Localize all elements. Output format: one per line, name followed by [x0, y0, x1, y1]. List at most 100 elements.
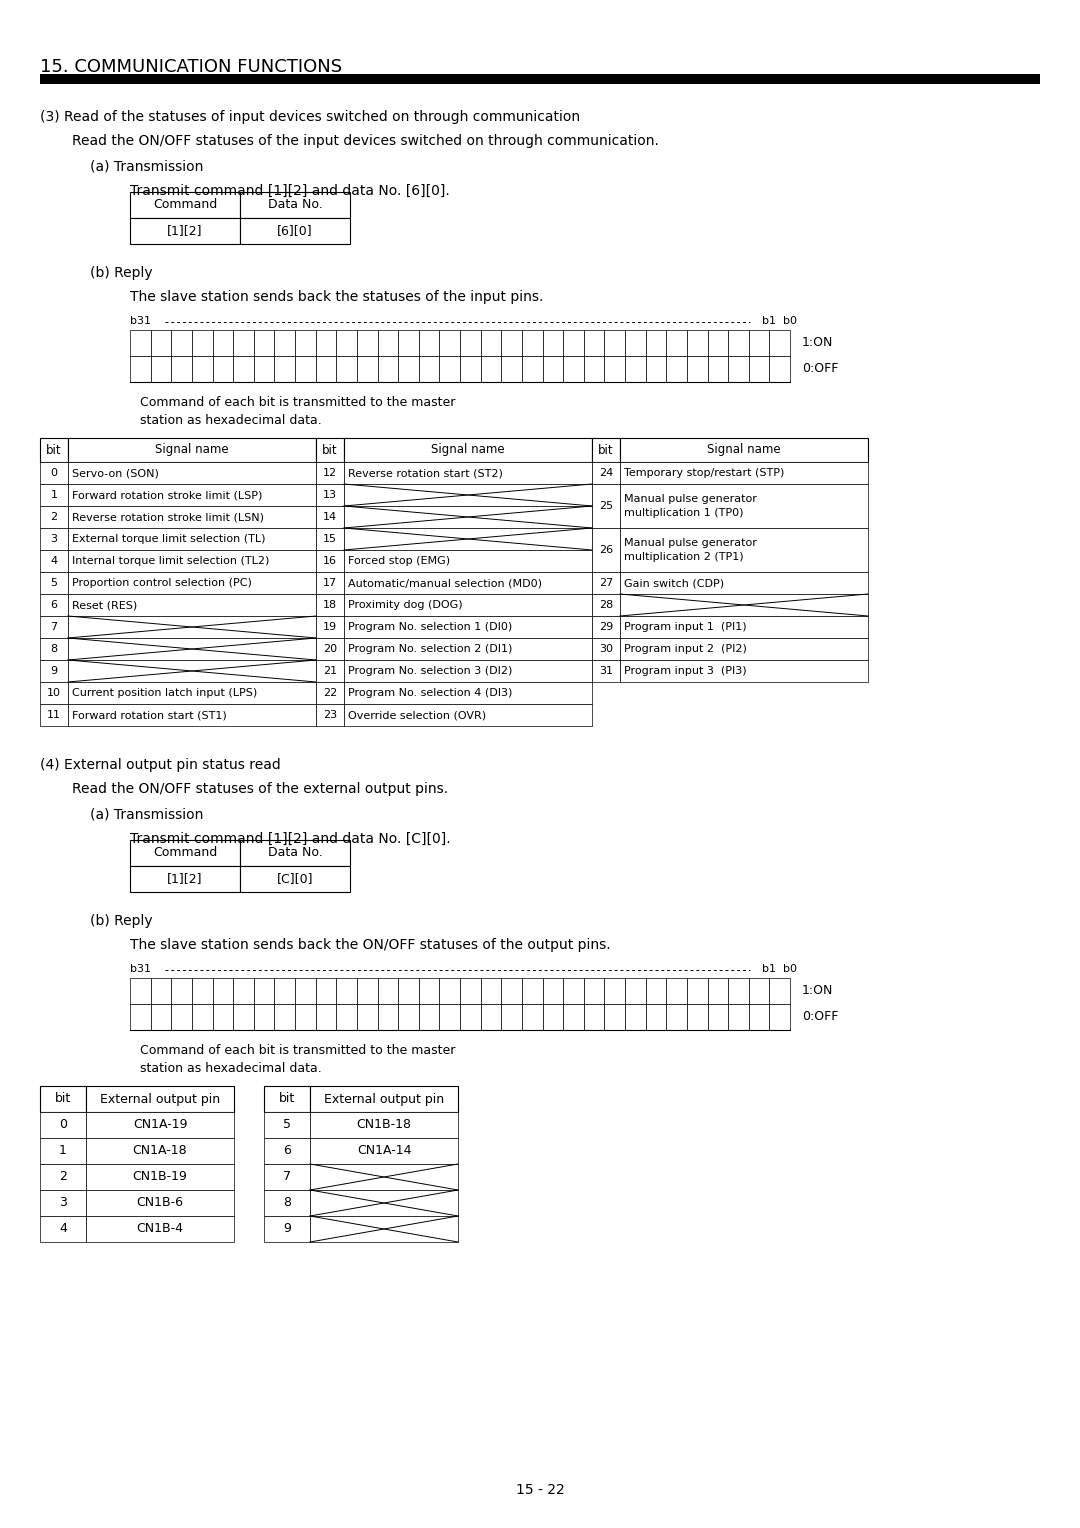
Bar [264, 1138, 310, 1164]
Bar [399, 978, 419, 1004]
Text: 11: 11 [48, 711, 60, 720]
Bar [316, 639, 345, 660]
Bar [68, 506, 316, 529]
Text: Servo-on (SON): Servo-on (SON) [72, 468, 159, 478]
Text: Signal name: Signal name [707, 443, 781, 457]
Text: Proportion control selection (PC): Proportion control selection (PC) [72, 578, 252, 588]
Bar [378, 330, 399, 356]
Text: 8: 8 [283, 1196, 291, 1210]
Text: Forward rotation start (ST1): Forward rotation start (ST1) [72, 711, 227, 720]
Bar [40, 1086, 86, 1112]
Bar [620, 616, 868, 639]
Text: CN1B-19: CN1B-19 [133, 1170, 188, 1184]
Text: bit: bit [55, 1093, 71, 1105]
Bar [336, 356, 356, 382]
Bar [86, 1164, 234, 1190]
Bar [213, 1004, 233, 1030]
Bar [646, 330, 666, 356]
Bar [40, 1216, 86, 1242]
Bar [460, 356, 481, 382]
Bar [315, 356, 336, 382]
Text: The slave station sends back the statuses of the input pins.: The slave station sends back the statuse… [130, 290, 543, 304]
Bar [563, 1004, 584, 1030]
Bar [501, 330, 522, 356]
Bar [620, 461, 868, 484]
Bar [40, 639, 68, 660]
Text: 1:ON: 1:ON [802, 984, 834, 996]
Text: 1: 1 [51, 490, 57, 500]
Bar [687, 356, 707, 382]
Bar [563, 978, 584, 1004]
Bar [419, 356, 440, 382]
Text: 29: 29 [599, 622, 613, 633]
Text: [1][2]: [1][2] [167, 225, 203, 237]
Bar [666, 978, 687, 1004]
Text: 12: 12 [323, 468, 337, 478]
Text: 28: 28 [599, 601, 613, 610]
Bar [378, 978, 399, 1004]
Bar [666, 356, 687, 382]
Bar [542, 330, 563, 356]
Bar [687, 330, 707, 356]
Text: Forward rotation stroke limit (LSP): Forward rotation stroke limit (LSP) [72, 490, 262, 500]
Bar [646, 1004, 666, 1030]
Text: Current position latch input (LPS): Current position latch input (LPS) [72, 688, 257, 698]
Bar [240, 193, 350, 219]
Bar [40, 571, 68, 594]
Bar [728, 356, 748, 382]
Text: 30: 30 [599, 643, 613, 654]
Bar [620, 594, 868, 616]
Text: bit: bit [322, 443, 338, 457]
Text: 4: 4 [51, 556, 57, 565]
Bar [592, 529, 620, 571]
Bar [233, 356, 254, 382]
Text: (b) Reply: (b) Reply [90, 266, 152, 280]
Bar [592, 660, 620, 681]
Bar [150, 330, 172, 356]
Text: 15 - 22: 15 - 22 [515, 1484, 565, 1497]
Bar [315, 978, 336, 1004]
Bar [240, 866, 350, 892]
Bar [748, 978, 769, 1004]
Text: Automatic/manual selection (MD0): Automatic/manual selection (MD0) [348, 578, 542, 588]
Bar [316, 506, 345, 529]
Text: Data No.: Data No. [268, 847, 322, 859]
Bar [68, 704, 316, 726]
Bar [378, 1004, 399, 1030]
Bar [40, 681, 68, 704]
Bar [356, 1004, 378, 1030]
Bar [481, 978, 501, 1004]
Bar [40, 1190, 86, 1216]
Text: Read the ON/OFF statuses of the external output pins.: Read the ON/OFF statuses of the external… [72, 782, 448, 796]
Bar [769, 330, 789, 356]
Bar [481, 356, 501, 382]
Text: Reverse rotation start (ST2): Reverse rotation start (ST2) [348, 468, 503, 478]
Bar [86, 1112, 234, 1138]
Bar [172, 1004, 192, 1030]
Text: CN1B-6: CN1B-6 [136, 1196, 184, 1210]
Bar [86, 1216, 234, 1242]
Bar [40, 1138, 86, 1164]
Text: 17: 17 [323, 578, 337, 588]
Text: Forced stop (EMG): Forced stop (EMG) [348, 556, 450, 565]
Bar [336, 330, 356, 356]
Bar [68, 484, 316, 506]
Text: External torque limit selection (TL): External torque limit selection (TL) [72, 533, 266, 544]
Text: multiplication 1 (TP0): multiplication 1 (TP0) [624, 507, 743, 518]
Bar [399, 330, 419, 356]
Bar [345, 616, 592, 639]
Text: 0: 0 [51, 468, 57, 478]
Bar [68, 529, 316, 550]
Bar [310, 1138, 458, 1164]
Bar [584, 330, 605, 356]
Text: 9: 9 [51, 666, 57, 675]
Text: b1  b0: b1 b0 [762, 316, 797, 325]
Bar [522, 1004, 542, 1030]
Text: Manual pulse generator: Manual pulse generator [624, 538, 757, 549]
Bar [769, 1004, 789, 1030]
Bar [40, 506, 68, 529]
Text: 18: 18 [323, 601, 337, 610]
Bar [316, 594, 345, 616]
Bar [345, 571, 592, 594]
Text: Command: Command [153, 199, 217, 211]
